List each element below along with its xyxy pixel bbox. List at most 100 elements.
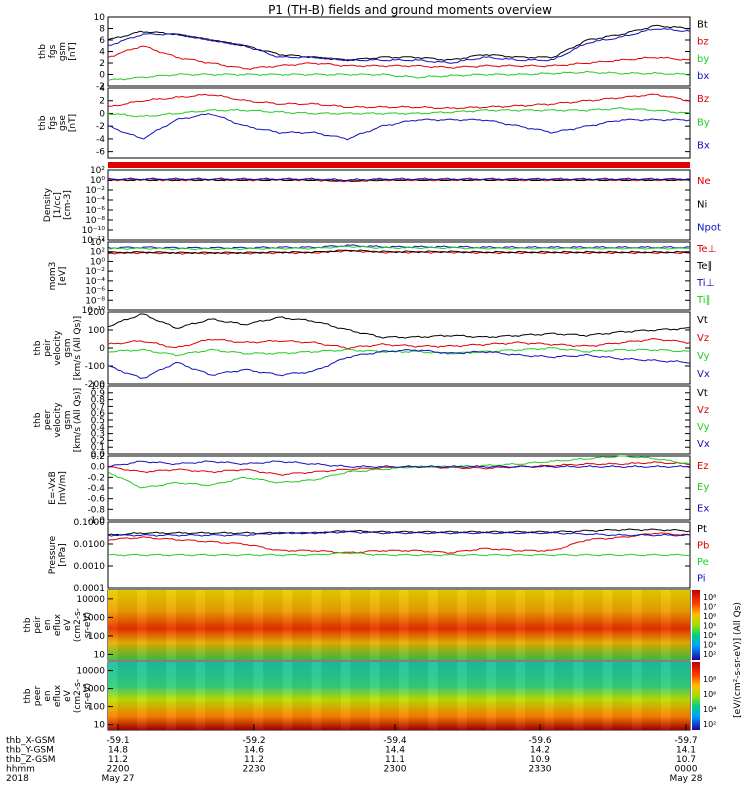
spectrogram-column	[680, 662, 690, 730]
ytick-label: -0.2	[87, 473, 105, 483]
ylabel-line: Pressure	[48, 535, 58, 574]
ytick-label: 0.1	[91, 443, 105, 453]
colorbar-tick: 10⁶	[703, 612, 716, 621]
spectrogram-column	[302, 590, 312, 660]
spectrogram-column	[573, 662, 584, 730]
spectrogram-column	[457, 590, 467, 660]
ylabel-line: thb	[38, 44, 48, 59]
series-line-Ex	[107, 460, 691, 468]
spectrogram-column	[389, 590, 399, 660]
xaxis-value: 0000	[675, 765, 698, 775]
ytick-label: 10⁻⁶	[85, 206, 105, 216]
panel-density: Density [1/cc] [cm-3]10²10⁰10⁻²10⁻⁴10⁻⁶10⁻…	[43, 166, 721, 246]
ylabel-line: thb	[23, 688, 33, 703]
colorbar-tick: 10⁸	[703, 675, 716, 684]
series-line-Ey	[107, 455, 691, 489]
legend-Bx: Bx	[697, 141, 710, 152]
ytick-label: 1.0	[91, 382, 106, 392]
spectrogram-column	[573, 590, 584, 660]
ytick-label: 0.2	[91, 436, 105, 446]
xaxis-value: 2300	[384, 765, 407, 775]
ylabel-line: [nT]	[68, 114, 78, 132]
xaxis-value: -59.2	[242, 736, 265, 746]
series-line-Npot	[107, 177, 691, 182]
series-line-by	[107, 70, 691, 82]
ytick-label: -100	[85, 362, 106, 372]
legend-Bz: Bz	[697, 94, 709, 105]
legend-by: by	[697, 54, 709, 65]
xaxis-value: -59.4	[383, 736, 407, 746]
colorbar-upper	[692, 590, 700, 660]
ytick-label: 0.0	[91, 463, 106, 473]
panel-frame	[107, 241, 691, 311]
spectrogram-column	[108, 590, 118, 660]
spectrogram-column	[515, 590, 526, 660]
xaxis-value: May 27	[102, 774, 135, 784]
xaxis-row-label: thb_X-GSM	[6, 736, 55, 746]
ytick-label: 0	[99, 344, 105, 354]
ylabel-line: gsm	[63, 410, 73, 429]
spectrogram-column	[670, 590, 681, 660]
ylabel-line: sr-eV)	[83, 683, 93, 709]
panel-frame	[107, 455, 691, 521]
ylabel-line: en	[43, 619, 53, 630]
ylabel-line: fgs	[48, 44, 58, 58]
spectrogram-column	[156, 662, 167, 730]
spectrogram-column	[263, 590, 273, 660]
ylabel-line: peir	[33, 616, 43, 634]
ytick-label: 0.6	[91, 409, 106, 419]
spectrogram-column	[321, 662, 332, 730]
ytick-label: 10	[94, 650, 106, 660]
legend-Ni: Ni	[697, 199, 707, 210]
spectrogram-column	[437, 590, 448, 660]
legend-Bt: Bt	[697, 19, 708, 30]
legend-Ne: Ne	[697, 176, 711, 187]
legend-bz: bz	[697, 37, 709, 48]
legend-Npot: Npot	[697, 223, 721, 234]
ylabel-line: eV	[63, 689, 73, 702]
ytick-label: 10⁰	[90, 257, 105, 267]
ytick-label: 200	[88, 308, 105, 318]
ylabel-line: [1/cc]	[53, 192, 63, 218]
series-line-Ti∥	[107, 245, 691, 251]
xaxis-value: -59.6	[528, 736, 552, 746]
legend-Vz: Vz	[697, 405, 709, 416]
series-line-bx	[108, 28, 691, 64]
ylabel-line: E=-VxB	[48, 471, 58, 505]
ylabel-line: eflux	[53, 613, 63, 636]
spectrogram-column	[166, 662, 176, 730]
series-line-Vy	[107, 347, 691, 357]
xaxis-value: 11.2	[244, 755, 264, 765]
ytick-label: 10⁻⁸	[85, 296, 105, 306]
spectrogram-column	[486, 590, 496, 660]
spectrogram-column	[602, 662, 613, 730]
ytick-label: 10⁻¹²	[82, 236, 106, 246]
spectrogram-column	[360, 662, 370, 730]
colorbar-tick: 10⁴	[703, 705, 716, 714]
ylabel-line: eflux	[53, 684, 63, 707]
spectrogram-column	[137, 590, 147, 660]
ylabel-line: sr-eV)	[83, 612, 93, 638]
spectrogram-column	[583, 662, 593, 730]
quality-flag-band	[108, 162, 690, 168]
spectrogram-column	[554, 662, 564, 730]
ylabel-line: (cm2-s-	[73, 608, 83, 642]
ytick-label: -2	[96, 82, 105, 92]
legend-Pi: Pi	[697, 573, 706, 584]
ytick-label: 0.0010	[74, 562, 106, 572]
ytick-label: 10	[94, 721, 106, 731]
spectrogram	[108, 590, 690, 660]
spectrogram-column	[544, 590, 555, 660]
xaxis-value: 14.6	[244, 746, 264, 756]
panel-frame	[107, 521, 691, 589]
spectrogram-column	[214, 590, 225, 660]
ytick-label: 10000	[76, 595, 105, 605]
panel-frame	[107, 385, 691, 455]
ytick-label: 0.0100	[74, 540, 106, 550]
spectrogram-column	[447, 662, 458, 730]
ylabel-line: eV	[63, 618, 73, 631]
ylabel-line: gse	[58, 115, 68, 131]
spectrogram-column	[631, 590, 642, 660]
ytick-label: 10⁻¹⁰	[82, 226, 106, 236]
spectrogram-column	[428, 662, 438, 730]
